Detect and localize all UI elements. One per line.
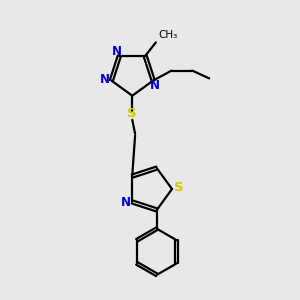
Text: S: S xyxy=(174,181,183,194)
Text: N: N xyxy=(150,79,160,92)
Text: N: N xyxy=(121,196,131,209)
Text: S: S xyxy=(128,107,137,120)
Text: N: N xyxy=(112,45,122,58)
Text: N: N xyxy=(100,73,110,86)
Text: CH₃: CH₃ xyxy=(158,30,178,40)
